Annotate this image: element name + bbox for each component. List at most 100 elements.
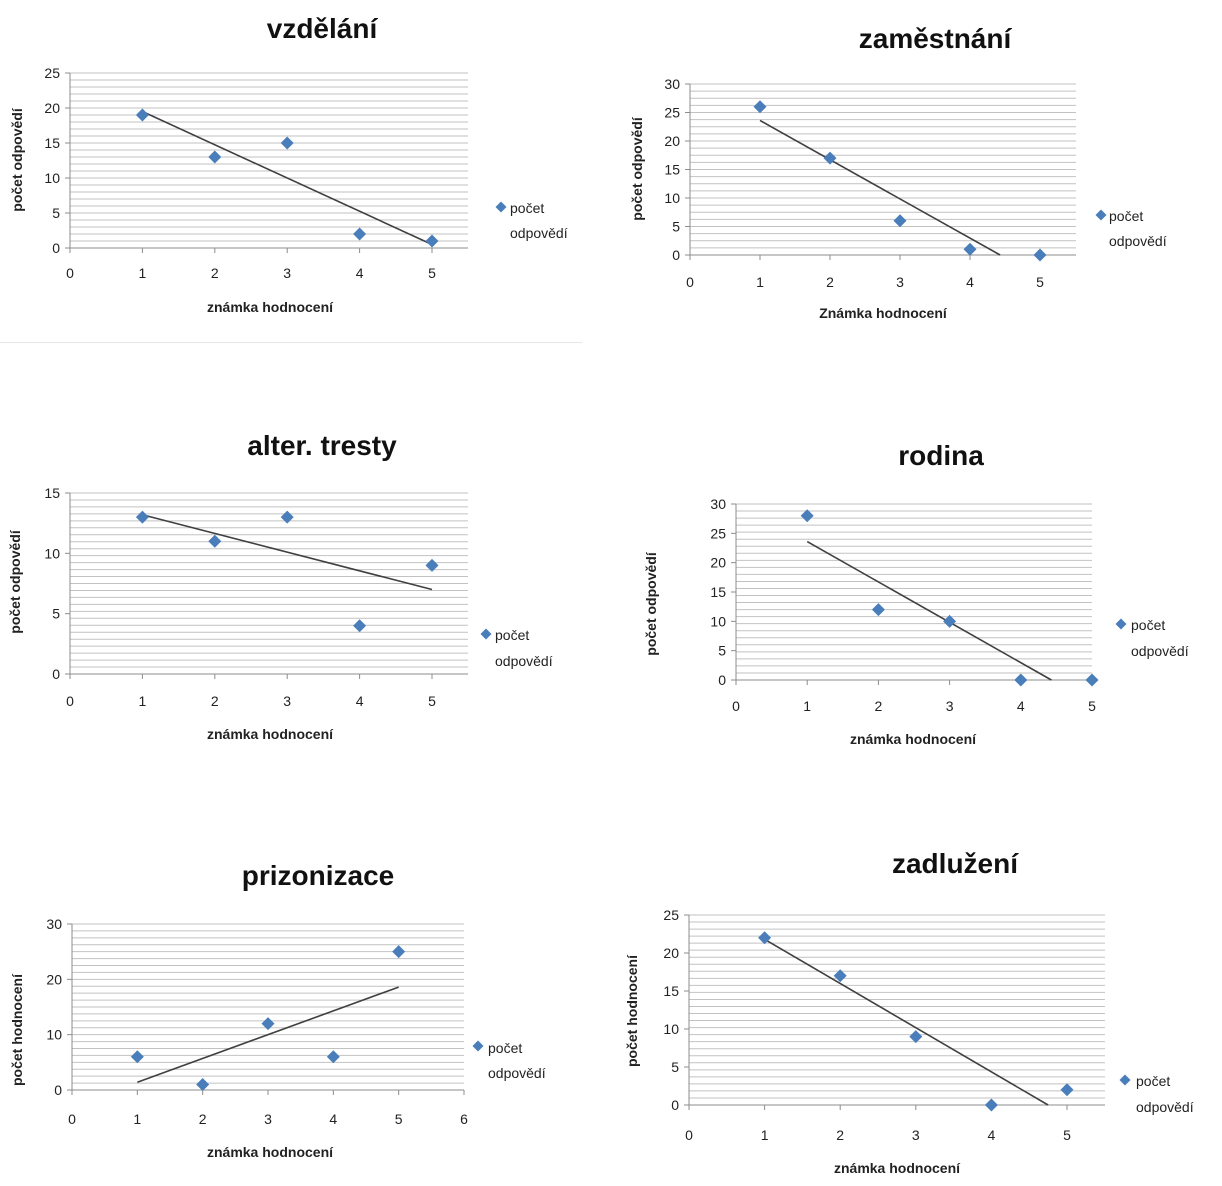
chart-1-x-tick-label: 4 [356, 265, 364, 281]
chart-2-y-tick-label: 10 [664, 190, 680, 206]
chart-5-x-tick-label: 6 [460, 1111, 468, 1127]
chart-2-legend-label: odpovědí [1109, 233, 1167, 249]
chart-4-legend-label: počet [1131, 617, 1165, 633]
chart-4-x-tick-label: 2 [875, 698, 883, 714]
chart-1-x-tick-label: 2 [211, 265, 219, 281]
chart-2-y-tick-label: 25 [664, 105, 680, 121]
chart-5-x-tick-label: 3 [264, 1111, 272, 1127]
chart-3-y-tick-label: 0 [52, 666, 60, 682]
chart-5-x-tick-label: 2 [199, 1111, 207, 1127]
chart-2-legend-label: počet [1109, 208, 1143, 224]
chart-4-y-tick-label: 10 [710, 613, 726, 629]
chart-1-y-tick-label: 20 [44, 100, 60, 116]
chart-5-legend-label: odpovědí [488, 1065, 546, 1081]
chart-1-trendline [142, 110, 433, 246]
chart-2-x-tick-label: 1 [756, 274, 764, 290]
chart-5-y-axis-label: počet hodnocení [9, 973, 25, 1086]
chart-3-x-tick-label: 0 [66, 693, 74, 709]
chart-4-legend-marker [1115, 618, 1127, 630]
chart-5-legend-label: počet [488, 1040, 522, 1056]
chart-5-x-tick-label: 0 [68, 1111, 76, 1127]
chart-6-x-tick-label: 3 [912, 1127, 920, 1143]
chart-3-legend-label: počet [495, 627, 529, 643]
chart-5-point [392, 945, 406, 959]
chart-1-point [208, 150, 222, 164]
chart-1-y-tick-label: 15 [44, 135, 60, 151]
chart-1-y-tick-label: 0 [52, 240, 60, 256]
chart-5-y-tick-label: 30 [46, 916, 62, 932]
chart-5-point [130, 1050, 144, 1064]
chart-1-x-tick-label: 3 [283, 265, 291, 281]
chart-5-x-axis-label: známka hodnocení [207, 1144, 334, 1160]
chart-6-y-tick-label: 20 [663, 945, 679, 961]
chart-6-y-tick-label: 5 [671, 1059, 679, 1075]
chart-4-x-tick-label: 3 [946, 698, 954, 714]
chart-6-y-tick-label: 10 [663, 1021, 679, 1037]
chart-6-point [1060, 1083, 1074, 1097]
chart-5-y-tick-label: 20 [46, 971, 62, 987]
chart-1-legend-marker [495, 201, 507, 213]
chart-4-y-tick-label: 25 [710, 525, 726, 541]
chart-1-legend-label: odpovědí [510, 225, 568, 241]
chart-2-point [963, 242, 977, 256]
chart-2-y-tick-label: 30 [664, 76, 680, 92]
chart-2-point [1033, 248, 1047, 262]
chart-5-y-tick-label: 0 [54, 1082, 62, 1098]
chart-1-title: vzdělání [267, 13, 379, 44]
chart-2-x-axis-label: Známka hodnocení [819, 305, 948, 321]
chart-2-y-tick-label: 0 [672, 247, 680, 263]
chart-3-legend-label: odpovědí [495, 653, 553, 669]
chart-6-trendline [764, 938, 1049, 1106]
chart-4-point [1014, 673, 1028, 687]
chart-6-x-tick-label: 1 [761, 1127, 769, 1143]
chart-6-x-axis-label: známka hodnocení [834, 1160, 961, 1176]
chart-6-y-tick-label: 15 [663, 983, 679, 999]
chart-3-point [208, 534, 222, 548]
chart-4-x-tick-label: 1 [803, 698, 811, 714]
chart-4-point [800, 509, 814, 523]
chart-6-x-tick-label: 4 [988, 1127, 996, 1143]
chart-4-legend-label: odpovědí [1131, 643, 1189, 659]
chart-3-point [135, 510, 149, 524]
chart-4-y-tick-label: 30 [710, 496, 726, 512]
chart-4-y-axis-label: počet odpovědí [643, 551, 659, 656]
chart-1-y-tick-label: 10 [44, 170, 60, 186]
chart-6-x-tick-label: 0 [685, 1127, 693, 1143]
chart-6-y-axis-label: počet hodnocení [624, 954, 640, 1067]
chart-4-x-tick-label: 5 [1088, 698, 1096, 714]
chart-2-point [823, 151, 837, 165]
chart-1-x-tick-label: 1 [139, 265, 147, 281]
chart-6-y-tick-label: 0 [671, 1097, 679, 1113]
chart-6-x-tick-label: 5 [1063, 1127, 1071, 1143]
chart-6-point [833, 969, 847, 983]
chart-2-legend-marker [1095, 209, 1107, 221]
chart-2-title: zaměstnání [859, 23, 1013, 54]
chart-1-point [353, 227, 367, 241]
chart-4-title: rodina [898, 440, 984, 471]
chart-5-x-tick-label: 5 [395, 1111, 403, 1127]
chart-4-point [871, 603, 885, 617]
chart-1-y-tick-label: 25 [44, 65, 60, 81]
chart-3-trendline [142, 513, 433, 591]
chart-4-y-tick-label: 20 [710, 555, 726, 571]
chart-1-x-tick-label: 0 [66, 265, 74, 281]
chart-2-x-tick-label: 4 [966, 274, 974, 290]
chart-6-legend-label: odpovědí [1136, 1099, 1194, 1115]
chart-3-x-tick-label: 5 [428, 693, 436, 709]
chart-6-y-tick-label: 25 [663, 907, 679, 923]
chart-1-legend-label: počet [510, 200, 544, 216]
chart-3-x-tick-label: 4 [356, 693, 364, 709]
chart-5-x-tick-label: 4 [329, 1111, 337, 1127]
chart-1-y-tick-label: 5 [52, 205, 60, 221]
chart-4-x-axis-label: známka hodnocení [850, 731, 977, 747]
chart-5-legend-marker [472, 1040, 484, 1052]
chart-3-legend-marker [480, 628, 492, 640]
chart-4-y-tick-label: 15 [710, 584, 726, 600]
chart-4-x-tick-label: 0 [732, 698, 740, 714]
chart-3-y-tick-label: 5 [52, 606, 60, 622]
chart-6-point [909, 1030, 923, 1044]
chart-4-y-tick-label: 5 [718, 643, 726, 659]
chart-2-point [753, 100, 767, 114]
